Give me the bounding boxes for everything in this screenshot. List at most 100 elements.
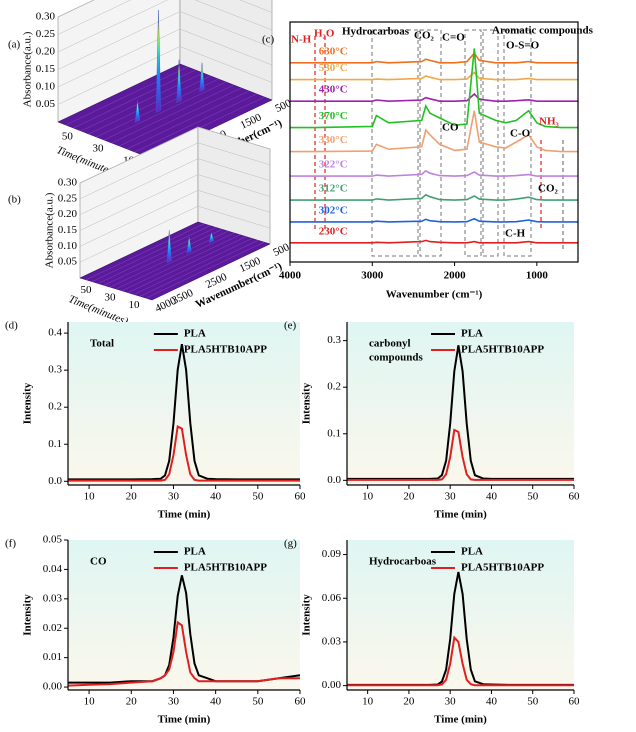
x-tick-label: 30 — [445, 491, 457, 503]
grid-line — [79, 142, 271, 200]
time-tick-label: 30 — [105, 292, 117, 304]
time-tick-label: 10 — [129, 299, 141, 311]
time-tick-label: 50 — [62, 131, 74, 143]
surface-ridge — [126, 90, 250, 150]
annotation: C=O — [442, 32, 465, 44]
guide-box — [371, 29, 419, 257]
y-tick-label: 0.4 — [48, 327, 62, 339]
y-tick-label: 0.06 — [322, 592, 342, 604]
x-tick-label: 20 — [126, 491, 138, 503]
x-tick-label: 10 — [84, 696, 96, 708]
peak — [155, 9, 162, 113]
z-tick-label: 0.15 — [36, 63, 56, 75]
wavenumber-tick-label: 500 — [271, 241, 291, 259]
legend-label: PLA5HTB10APP — [461, 344, 544, 356]
annotation: O-S=O — [506, 40, 540, 52]
time-tick-label: 50 — [81, 284, 93, 296]
grid-line — [57, 11, 273, 70]
y-tick-label: 0.3 — [327, 334, 341, 346]
x-axis-title: Time (min) — [434, 714, 487, 726]
guide-box — [482, 29, 499, 257]
spectrum-line — [290, 239, 578, 244]
z-tick-label: 0.20 — [58, 208, 78, 220]
spectrum-line — [290, 217, 578, 223]
z-tick-label: 0.10 — [58, 240, 78, 252]
legend-label: PLA — [461, 546, 483, 558]
x-axis-title: Time (min) — [158, 714, 211, 726]
z-tick-label: 0.05 — [58, 256, 78, 268]
annotation: NH₃ — [539, 116, 560, 128]
spectrum-line — [290, 193, 578, 201]
y-tick-label: 0.09 — [322, 548, 342, 560]
annotation: H₂O — [314, 28, 335, 40]
annotation: CO₂ — [414, 30, 435, 42]
z-tick-label: 0.05 — [36, 98, 56, 110]
panel-label: (c) — [262, 34, 275, 46]
x-axis-title: Time (min) — [434, 509, 487, 521]
panel-label: (g) — [284, 538, 297, 550]
x-tick-label: 50 — [527, 696, 539, 708]
time-tick-label: 30 — [93, 143, 105, 155]
annotation: carbonyl — [369, 338, 411, 350]
x-tick-label: 30 — [168, 696, 180, 708]
y-axis-title: Intensity — [301, 594, 313, 636]
x-tick-label: 50 — [252, 696, 264, 708]
x-tick-label: 60 — [295, 696, 307, 708]
y-tick-label: 0.1 — [48, 438, 62, 450]
surface-ridge — [97, 227, 217, 284]
surface-ridge — [85, 223, 205, 281]
legend-label: PLA5HTB10APP — [184, 344, 267, 356]
spectrum-line — [290, 110, 578, 153]
peak — [176, 59, 182, 104]
y-tick-label: 0.0 — [48, 475, 62, 487]
z-tick-label: 0.20 — [36, 46, 56, 58]
annotation: Hydrocarboas — [369, 556, 437, 568]
x-tick-label: 10 — [362, 696, 374, 708]
annotation: CO — [442, 122, 459, 134]
y-tick-label: 0.03 — [322, 635, 342, 647]
grid-line — [79, 174, 271, 231]
panel-label: (d) — [5, 320, 18, 332]
panel-label: (b) — [8, 194, 21, 206]
guide-box — [419, 29, 442, 257]
x-tick-label: 2000 — [444, 270, 467, 282]
annotation: N-H — [291, 34, 312, 46]
grid-line — [79, 158, 271, 215]
x-tick-label: 10 — [362, 491, 374, 503]
plot-background — [347, 540, 574, 690]
annotation: CO — [90, 556, 107, 568]
y-axis-title: Intensity — [22, 594, 34, 636]
grid-line — [57, 0, 273, 35]
x-tick-label: 30 — [168, 491, 180, 503]
wavenumber-tick-label: 500 — [273, 97, 293, 115]
surface-ridge — [133, 238, 253, 295]
z-tick-label: 0.25 — [36, 28, 56, 40]
series-line — [347, 428, 574, 481]
surface-ridge — [88, 75, 211, 135]
guide-box — [503, 29, 532, 257]
plot-background — [68, 322, 300, 485]
surface-ridge — [80, 72, 204, 132]
x-tick-label: 40 — [210, 696, 222, 708]
surface-ridge — [111, 84, 234, 144]
series-label: 530°C — [319, 62, 348, 74]
annotation: CO₂ — [538, 183, 559, 195]
panel-label: (a) — [8, 39, 21, 51]
y-tick-label: 0.04 — [43, 563, 63, 575]
spectrum-line — [290, 169, 578, 177]
legend-label: PLA — [184, 546, 206, 558]
z-tick-label: 0.30 — [58, 177, 78, 189]
plot-background — [68, 540, 300, 690]
x-axis-title: Time (min) — [158, 509, 211, 521]
series-label: 230°C — [319, 225, 348, 237]
surface-ridge — [145, 241, 265, 299]
surface-ridge — [65, 66, 188, 126]
surface-ridge — [119, 87, 242, 147]
spectrum-line — [290, 51, 578, 64]
y-tick-label: 0.00 — [43, 681, 63, 693]
series-label: 630°C — [319, 45, 348, 57]
annotation: Hydrocarboas — [342, 26, 410, 38]
surface-ridge — [103, 81, 227, 141]
z-tick-label: 0.15 — [58, 224, 78, 236]
